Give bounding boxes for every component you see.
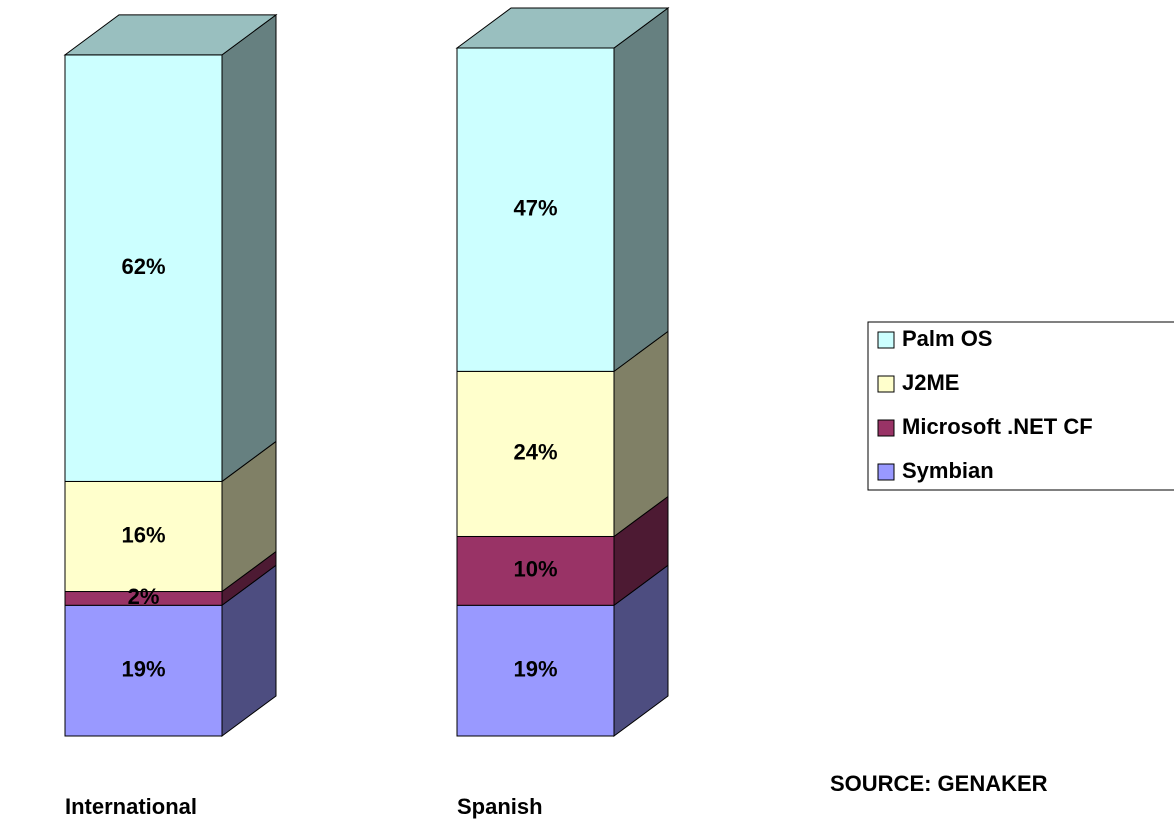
legend-swatch: [877, 331, 895, 349]
x-tick-label: Spanish: [457, 794, 543, 819]
bar-side: [613, 7, 669, 373]
source-note: SOURCE: GENAKER: [830, 771, 1048, 796]
legend-label: Symbian: [902, 458, 994, 483]
bar-side: [221, 13, 277, 483]
data-label: 62%: [121, 254, 165, 279]
bar-top: [63, 14, 278, 56]
bar-segment: [456, 370, 615, 537]
legend-label: J2ME: [902, 370, 959, 395]
legend-swatch: [877, 463, 895, 481]
data-label: 19%: [121, 656, 165, 681]
legend-label: Palm OS: [902, 326, 992, 351]
data-label: 47%: [513, 195, 557, 220]
bar-segment: [456, 604, 615, 737]
data-label: 19%: [513, 656, 557, 681]
legend-swatch: [877, 375, 895, 393]
legend-box: [867, 321, 1174, 491]
data-label: 16%: [121, 522, 165, 547]
data-label: 10%: [513, 557, 557, 582]
bar-segment: [64, 480, 223, 593]
legend-swatch: [877, 419, 895, 437]
legend-label: Microsoft .NET CF: [902, 414, 1093, 439]
data-label: 24%: [513, 440, 557, 465]
x-tick-label: International: [65, 794, 197, 819]
data-label: 2%: [128, 584, 160, 609]
bar-segment: [456, 47, 615, 372]
bar-segment: [64, 604, 223, 737]
bar-top: [455, 7, 670, 49]
